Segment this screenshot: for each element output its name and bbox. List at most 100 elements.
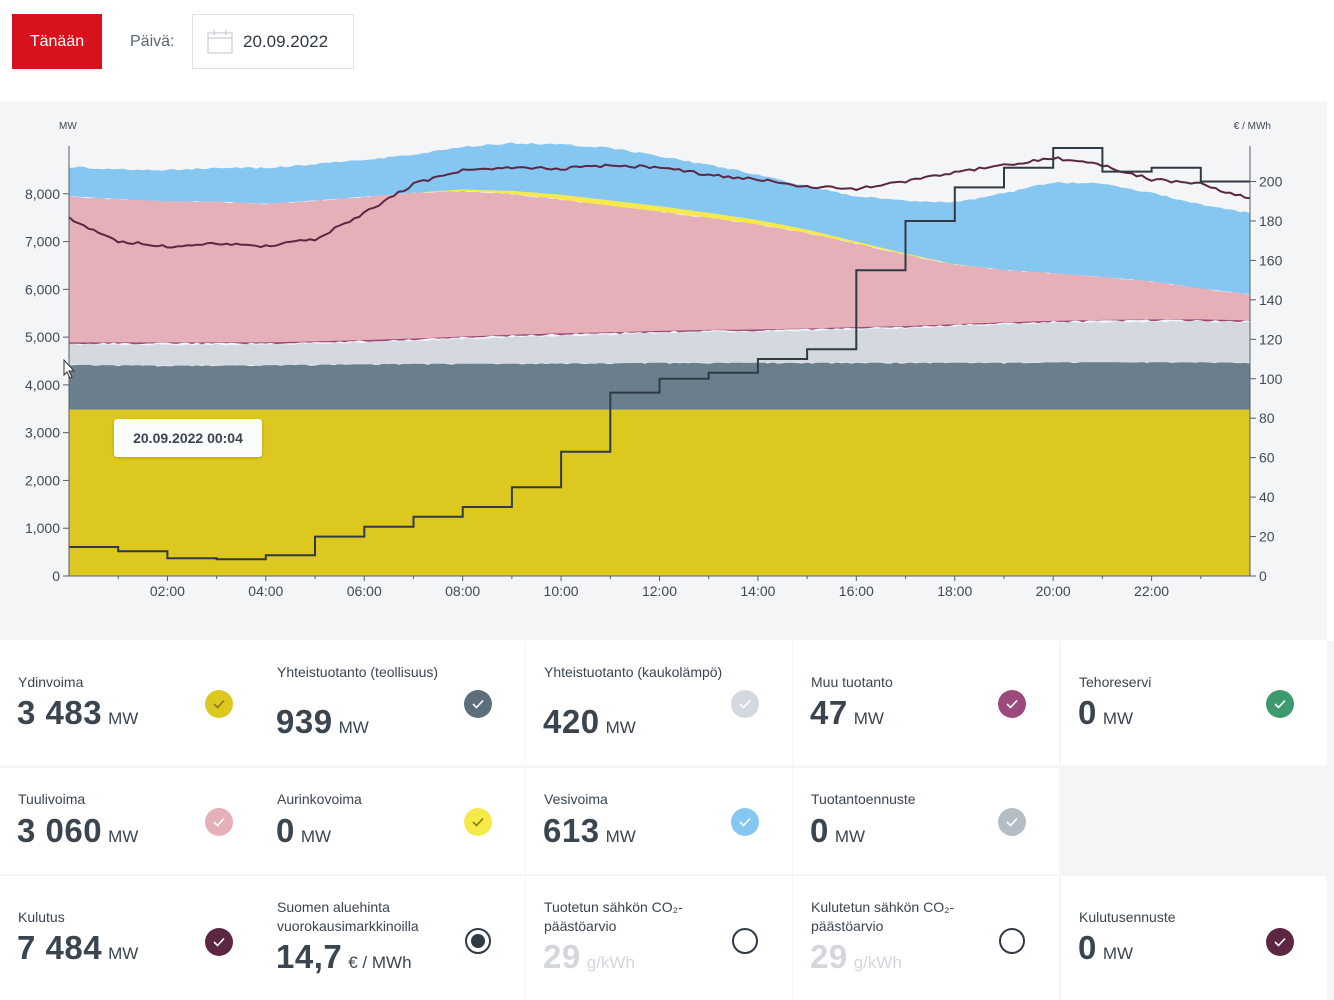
- chart-svg[interactable]: MW € / MWh 0 1,000 2,000 3,000 4,000 5,000 6,000…: [0, 101, 1327, 640]
- card-unit: MW: [300, 827, 332, 846]
- card-value: 47 MW: [810, 694, 884, 732]
- calendar-icon[interactable]: [207, 30, 233, 59]
- card-label: Tehoreservi: [1079, 674, 1152, 690]
- x-tick-label: 18:00: [937, 583, 972, 599]
- card-co2_cons[interactable]: Kulutetun sähkön CO₂-päästöarvio 29 g/kWh: [793, 876, 1059, 1000]
- card-unit: MW: [605, 827, 636, 846]
- card-unit: MW: [834, 827, 866, 846]
- series-area-solar: [69, 189, 1250, 295]
- x-tick-label: 06:00: [347, 583, 382, 599]
- y-right-tick-label: 200: [1259, 174, 1283, 190]
- card-unit: MW: [338, 718, 369, 737]
- card-value-number: 0: [276, 812, 295, 849]
- card-value: 420 MW: [543, 703, 636, 741]
- card-value: 7 484 MW: [17, 929, 138, 967]
- card-label: Vesivoima: [544, 791, 608, 807]
- toggle-check-icon[interactable]: [1266, 928, 1294, 956]
- card-unit: MW: [108, 827, 139, 846]
- date-label: Päivä:: [130, 33, 175, 50]
- card-value-number: 14,7: [276, 938, 343, 975]
- toggle-check-icon[interactable]: [205, 690, 233, 718]
- y-left-tick-label: 2,000: [25, 472, 60, 488]
- card-value: 0 MW: [1078, 929, 1133, 967]
- x-tick-label: 16:00: [839, 583, 874, 599]
- card-unit: MW: [108, 944, 139, 963]
- card-hydro[interactable]: Vesivoima 613 MW: [526, 768, 792, 874]
- card-price[interactable]: Suomen aluehinta vuorokausimarkkinoilla 1…: [259, 876, 525, 1000]
- y-right-tick-label: 80: [1259, 410, 1275, 426]
- card-value: 939 MW: [276, 703, 369, 741]
- x-tick-label: 02:00: [150, 583, 185, 599]
- radio-empty-icon[interactable]: [732, 928, 758, 954]
- radio-selected-icon[interactable]: [465, 928, 491, 954]
- card-unit: MW: [1102, 944, 1134, 963]
- chart-tooltip: 20.09.2022 00:04: [114, 419, 262, 457]
- x-tick-label: 10:00: [544, 583, 579, 599]
- x-tick-label: 22:00: [1134, 583, 1169, 599]
- y-right-tick-label: 0: [1259, 568, 1267, 584]
- card-unit: MW: [605, 718, 636, 737]
- card-value-number: 0: [1078, 694, 1097, 731]
- card-label: Tuotetun sähkön CO₂-päästöarvio: [544, 899, 683, 934]
- y-left-tick-label: 0: [52, 568, 60, 584]
- toggle-check-icon[interactable]: [464, 690, 492, 718]
- card-value: 29 g/kWh: [543, 938, 635, 976]
- toggle-check-icon[interactable]: [205, 928, 233, 956]
- y-right-tick-label: 120: [1259, 331, 1283, 347]
- y-right-tick-label: 40: [1259, 489, 1275, 505]
- card-value-number: 0: [1078, 929, 1097, 966]
- toggle-check-icon[interactable]: [731, 808, 759, 836]
- card-value: 0 MW: [276, 812, 331, 850]
- card-label: Yhteistuotanto (kaukolämpö): [544, 664, 723, 680]
- card-cons_forecast[interactable]: Kulutusennuste 0 MW: [1061, 876, 1327, 1000]
- x-tick-label: 04:00: [248, 583, 283, 599]
- toggle-check-icon[interactable]: [998, 808, 1026, 836]
- card-co2_prod[interactable]: Tuotetun sähkön CO₂-päästöarvio 29 g/kWh: [526, 876, 792, 1000]
- card-chp_district[interactable]: Yhteistuotanto (kaukolämpö) 420 MW: [526, 641, 792, 765]
- card-value: 3 060 MW: [17, 812, 138, 850]
- series-area-hydro: [69, 142, 1250, 295]
- price-line: [69, 147, 1250, 561]
- card-prod_forecast[interactable]: Tuotantoennuste 0 MW: [793, 768, 1059, 874]
- toggle-check-icon[interactable]: [1266, 690, 1294, 718]
- date-field[interactable]: 20.09.2022: [192, 14, 354, 69]
- card-label: Kulutus: [18, 909, 65, 925]
- y-right-tick-label: 160: [1259, 252, 1283, 268]
- y-left-unit: MW: [59, 121, 77, 132]
- series-area-wind: [69, 190, 1250, 343]
- today-button[interactable]: Tänään: [12, 14, 102, 69]
- card-value: 14,7 € / MWh: [276, 938, 412, 976]
- toggle-check-icon[interactable]: [998, 690, 1026, 718]
- date-value: 20.09.2022: [243, 32, 329, 51]
- y-left-tick-label: 3,000: [25, 425, 60, 441]
- toggle-check-icon[interactable]: [205, 808, 233, 836]
- x-tick-label: 12:00: [642, 583, 677, 599]
- card-value-number: 47: [810, 694, 848, 731]
- card-label: Ydinvoima: [18, 674, 84, 690]
- radio-empty-icon[interactable]: [999, 928, 1025, 954]
- card-value-number: 0: [810, 812, 829, 849]
- card-value-number: 29: [543, 938, 581, 975]
- y-right-unit: € / MWh: [1234, 121, 1271, 132]
- card-wind[interactable]: Tuulivoima 3 060 MW: [0, 768, 266, 874]
- toggle-check-icon[interactable]: [731, 690, 759, 718]
- card-unit: g/kWh: [853, 953, 902, 972]
- y-right-tick-label: 60: [1259, 450, 1275, 466]
- y-right-tick-label: 100: [1259, 371, 1283, 387]
- y-left-tick-label: 1,000: [25, 520, 60, 536]
- y-left-tick-label: 8,000: [25, 186, 60, 202]
- card-nuclear[interactable]: Ydinvoima 3 483 MW: [0, 641, 266, 765]
- card-consumption[interactable]: Kulutus 7 484 MW: [0, 876, 266, 1000]
- card-solar[interactable]: Aurinkovoima 0 MW: [259, 768, 525, 874]
- card-unit: MW: [1102, 709, 1134, 728]
- card-other[interactable]: Muu tuotanto 47 MW: [793, 641, 1059, 765]
- toggle-check-icon[interactable]: [464, 808, 492, 836]
- card-value-number: 420: [543, 703, 600, 740]
- card-label: Yhteistuotanto (teollisuus): [277, 664, 439, 680]
- card-chp_industry[interactable]: Yhteistuotanto (teollisuus) 939 MW: [259, 641, 525, 765]
- card-reserve[interactable]: Tehoreservi 0 MW: [1061, 641, 1327, 765]
- production-chart[interactable]: MW € / MWh 0 1,000 2,000 3,000 4,000 5,000 6,000…: [0, 101, 1327, 640]
- card-unit: € / MWh: [348, 953, 412, 972]
- card-unit: MW: [108, 709, 139, 728]
- y-right-tick-label: 20: [1259, 529, 1275, 545]
